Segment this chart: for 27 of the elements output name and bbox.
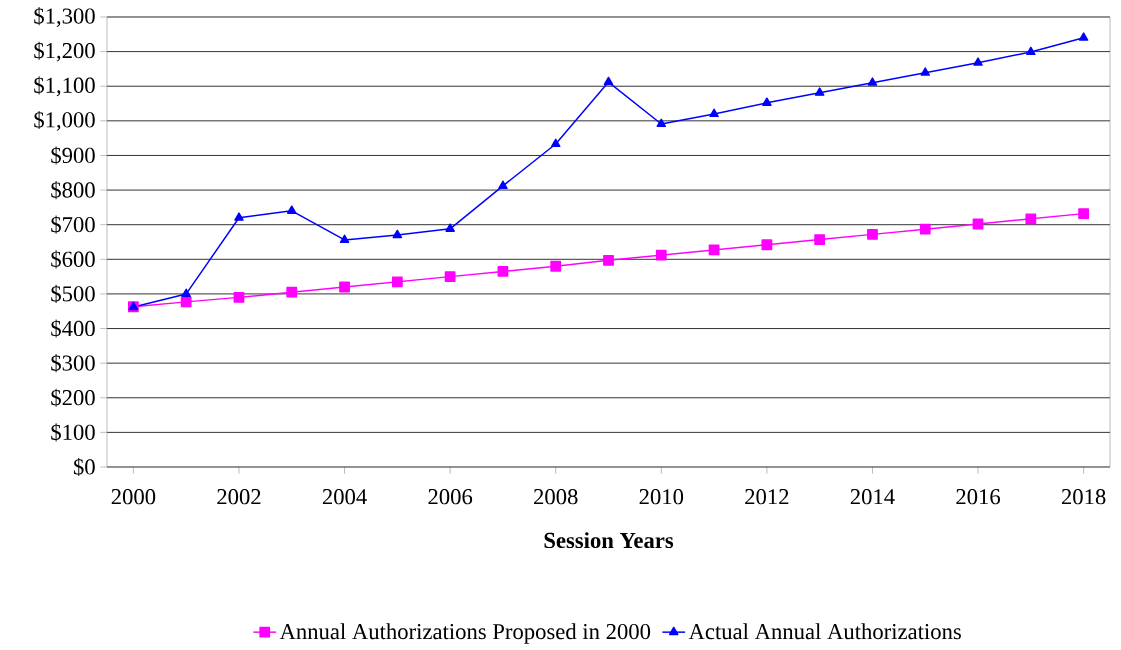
x-axis-title: Session Years xyxy=(544,532,674,549)
x-tick-label: 2016 xyxy=(956,489,1001,505)
x-tick-label: 2014 xyxy=(850,489,895,505)
x-tick-label: 2008 xyxy=(534,489,578,505)
y-tick-label: $500 xyxy=(51,284,95,303)
y-tick-label: $800 xyxy=(51,181,95,200)
x-tick-label: 2010 xyxy=(639,489,684,505)
y-tick-label: $1,100 xyxy=(34,76,95,97)
y-tick-label: $1,000 xyxy=(34,110,95,131)
y-tick-label: $900 xyxy=(51,146,95,165)
y-tick-label: $1,200 xyxy=(34,41,95,62)
y-tick-label: $200 xyxy=(51,388,95,407)
x-tick-label: 2002 xyxy=(217,489,261,505)
y-tick-label: $700 xyxy=(51,215,95,234)
legend-label: Annual Authorizations Proposed in 2000 xyxy=(279,623,651,644)
x-tick-label: 2006 xyxy=(428,489,473,505)
y-tick-label: $600 xyxy=(51,250,95,269)
y-tick-label: $300 xyxy=(51,354,95,373)
x-tick-label: 2012 xyxy=(745,489,789,505)
y-tick-label: $1,300 xyxy=(34,7,95,27)
y-tick-label: $100 xyxy=(51,423,95,442)
x-tick-label: 2018 xyxy=(1061,489,1106,505)
y-tick-label: $400 xyxy=(51,319,95,338)
x-tick-label: 2004 xyxy=(322,489,367,505)
legend-label: Actual Annual Authorizations xyxy=(688,623,961,640)
y-tick-label: $0 xyxy=(73,457,95,477)
x-tick-label: 2000 xyxy=(111,489,156,505)
